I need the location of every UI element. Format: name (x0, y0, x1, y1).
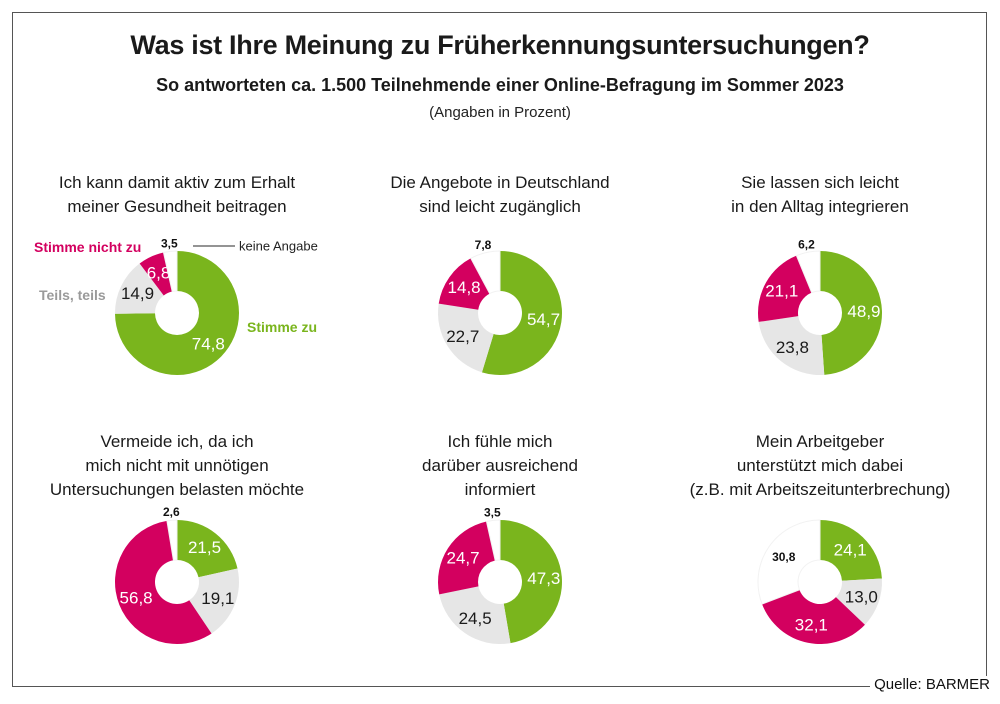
question-title-line: mich nicht mit unnötigen (85, 456, 268, 475)
value-label-stimme-zu: 74,8 (192, 334, 225, 353)
slice-stimme-nicht-zu (438, 258, 490, 310)
slice-stimme-nicht-zu (762, 589, 865, 644)
donut-chart-2: Die Angebote in Deutschland sind leicht z… (390, 173, 610, 376)
question-title-line: Untersuchungen belasten möchte (50, 480, 304, 499)
value-label-keine-angabe: 3,5 (161, 236, 178, 250)
slice-stimme-zu (500, 520, 563, 644)
value-label-stimme-zu: 54,7 (527, 310, 560, 329)
legend-keine-angabe: keine Angabe (239, 239, 318, 254)
slice-stimme-nicht-zu (139, 252, 173, 296)
value-label-keine-angabe: 6,2 (798, 237, 815, 251)
value-label-teils-teils: 23,8 (776, 338, 809, 357)
question-title-line: sind leicht zugänglich (419, 197, 581, 216)
legend-stimme-nicht-zu: Stimme nicht zu (34, 239, 141, 255)
question-title-line: meiner Gesundheit beitragen (67, 197, 286, 216)
value-label-keine-angabe: 2,6 (163, 505, 180, 519)
value-label-keine-angabe: 30,8 (772, 550, 796, 564)
value-label-teils-teils: 22,7 (446, 327, 479, 346)
source-label: Quelle: BARMER (870, 676, 990, 693)
value-label-stimme-nicht-zu: 56,8 (120, 589, 153, 608)
question-title-line: Sie lassen sich leicht (741, 173, 899, 192)
chart-frame (12, 12, 987, 687)
question-title-line: Die Angebote in Deutschland (390, 173, 609, 192)
slice-stimme-zu (481, 251, 562, 376)
value-label-stimme-nicht-zu: 6,8 (147, 264, 171, 283)
slice-teils-teils (758, 316, 825, 375)
slice-keine-angabe (485, 519, 501, 562)
legend-stimme-zu: Stimme zu (247, 319, 317, 335)
slice-keine-angabe (470, 250, 501, 295)
value-label-stimme-zu: 21,5 (188, 538, 221, 557)
value-label-stimme-nicht-zu: 24,7 (447, 549, 480, 568)
value-label-stimme-nicht-zu: 21,1 (765, 282, 798, 301)
chart-subtitle: So antworteten ca. 1.500 Teilnehmende ei… (156, 75, 844, 95)
slice-stimme-zu (115, 251, 239, 375)
slice-teils-teils (439, 586, 511, 645)
value-label-stimme-zu: 24,1 (834, 541, 867, 560)
value-label-keine-angabe: 3,5 (484, 505, 501, 519)
value-label-stimme-nicht-zu: 14,8 (448, 278, 481, 297)
value-label-teils-teils: 24,5 (459, 609, 492, 628)
question-title-line: Mein Arbeitgeber (756, 432, 885, 451)
slice-stimme-zu (820, 251, 882, 375)
value-label-keine-angabe: 7,8 (475, 238, 492, 252)
value-label-stimme-zu: 48,9 (847, 302, 880, 321)
slice-teils-teils (437, 303, 494, 373)
value-label-teils-teils: 13,0 (845, 588, 878, 607)
question-title-line: Vermeide ich, da ich (100, 432, 253, 451)
question-title-line: in den Alltag integrieren (731, 197, 909, 216)
slice-stimme-nicht-zu (758, 255, 812, 322)
question-title-line: Ich fühle mich (448, 432, 553, 451)
slice-teils-teils (189, 568, 239, 634)
donut-chart-5: Ich fühle mich darüber ausreichend informi… (422, 432, 578, 645)
chart-title: Was ist Ihre Meinung zu Früherkennungsun… (130, 30, 870, 60)
slice-keine-angabe (757, 519, 821, 605)
value-label-teils-teils: 14,9 (121, 284, 154, 303)
donut-chart-6: Mein Arbeitgeber unterstützt mich dabei (z… (690, 432, 951, 644)
question-title-line: unterstützt mich dabei (737, 456, 903, 475)
slice-teils-teils (115, 263, 164, 314)
value-label-stimme-nicht-zu: 32,1 (795, 616, 828, 635)
slice-keine-angabe (162, 250, 178, 293)
question-title-line: Ich kann damit aktiv zum Erhalt (59, 173, 295, 192)
slice-keine-angabe (795, 250, 821, 294)
question-title-line: (z.B. mit Arbeitszeitunterbrechung) (690, 480, 951, 499)
donut-chart-1: Ich kann damit aktiv zum Erhalt meiner Ge… (59, 173, 295, 375)
slice-keine-angabe (166, 519, 178, 561)
slice-stimme-zu (820, 520, 882, 581)
slice-stimme-nicht-zu (438, 521, 496, 595)
donut-chart-3: Sie lassen sich leicht in den Alltag inte… (731, 173, 909, 375)
donut-chart-4: Vermeide ich, da ich mich nicht mit unnöt… (50, 432, 304, 644)
unit-note: (Angaben in Prozent) (429, 104, 571, 121)
value-label-teils-teils: 19,1 (201, 589, 234, 608)
slice-stimme-zu (177, 520, 238, 578)
value-label-stimme-zu: 47,3 (527, 569, 560, 588)
slice-stimme-nicht-zu (114, 520, 212, 644)
slice-teils-teils (835, 578, 882, 625)
question-title-line: darüber ausreichend (422, 456, 578, 475)
legend-teils-teils: Teils, teils (39, 287, 106, 303)
question-title-line: informiert (465, 480, 536, 499)
